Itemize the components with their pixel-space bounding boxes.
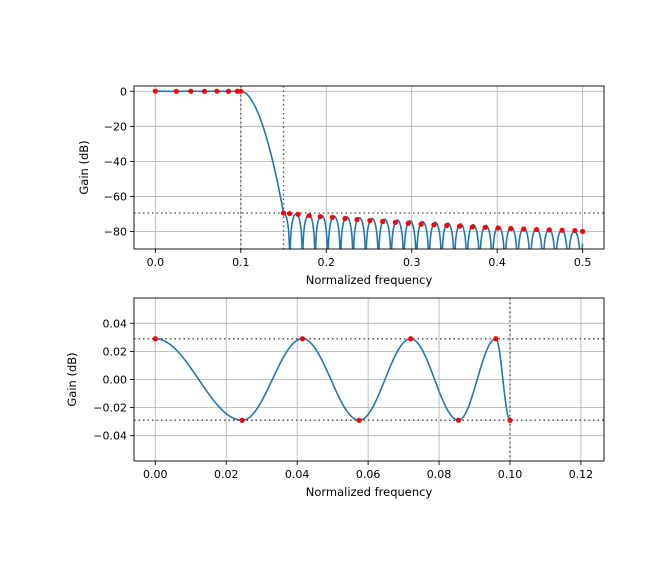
extremal-point <box>356 417 362 423</box>
grid <box>134 298 604 461</box>
extremal-point <box>408 336 414 342</box>
extremal-point <box>152 336 158 342</box>
ticks: 0.00 0.02 0.04 0.06 0.08 0.10 0.12 0.04 0.02 0.00… <box>93 317 593 481</box>
axes-frame <box>133 85 605 250</box>
series-group <box>154 337 512 424</box>
guide-lines <box>134 86 604 249</box>
extremal-point <box>188 88 194 94</box>
extremal-point <box>238 88 244 94</box>
extremal-point <box>306 213 312 219</box>
extremal-point <box>455 417 462 423</box>
x-tick-label: 0.04 <box>285 468 310 481</box>
extremal-point <box>152 88 158 94</box>
extremal-point <box>173 88 179 94</box>
y-tick-label: −40 <box>104 155 127 168</box>
x-tick-label: 0.02 <box>214 468 239 481</box>
extremal-point <box>286 210 293 217</box>
y-axis-label: Gain (dB) <box>65 352 79 406</box>
extremal-point <box>533 226 540 233</box>
extremal-point <box>317 213 323 220</box>
extremal-point <box>521 226 527 232</box>
extremal-point <box>392 219 399 225</box>
extremal-point <box>546 227 552 233</box>
y-tick-label: 0.00 <box>103 374 128 387</box>
x-tick-label: 0.2 <box>318 256 336 269</box>
extremal-point <box>299 336 306 342</box>
extremal-point <box>225 88 232 94</box>
x-tick-label: 0.10 <box>498 468 523 481</box>
extremal-point <box>482 224 488 231</box>
y-axis-label: Gain (dB) <box>77 140 91 194</box>
y-tick-label: 0.02 <box>103 345 128 358</box>
guide-lines <box>134 298 604 461</box>
y-tick-label: −0.04 <box>93 430 127 443</box>
extremal-point <box>508 225 514 232</box>
extremal-point <box>444 222 450 229</box>
extremal-point <box>367 218 373 224</box>
extremal-point <box>572 227 578 234</box>
extremal-point <box>580 228 586 235</box>
chart-passband-zoom: 0.00 0.02 0.04 0.06 0.08 0.10 0.12 0.04 0.02 0.00… <box>65 297 605 499</box>
x-tick-label: 0.0 <box>147 256 165 269</box>
extremal-point <box>239 417 245 423</box>
y-tick-label: −20 <box>104 120 127 133</box>
extremal-point <box>418 221 424 227</box>
y-tick-label: −80 <box>104 225 127 238</box>
extremal-point <box>380 218 386 225</box>
y-tick-label: 0.04 <box>103 317 128 330</box>
extremal-point <box>469 224 475 230</box>
extremal-point <box>201 88 208 94</box>
extremal-point <box>493 336 499 342</box>
extremal-point <box>354 216 360 223</box>
extremal-point <box>342 215 348 222</box>
extremal-point <box>405 220 411 226</box>
x-tick-label: 0.1 <box>232 256 250 269</box>
extremal-point <box>456 223 463 229</box>
extremal-point <box>295 211 301 217</box>
x-axis-label: Normalized frequency <box>306 485 433 499</box>
extremal-point <box>495 225 501 231</box>
extremal-point <box>329 214 335 221</box>
extremal-point <box>431 222 437 228</box>
x-tick-label: 0.00 <box>143 468 168 481</box>
series-line-gain <box>154 337 512 424</box>
extremal-point <box>507 417 513 423</box>
extremal-markers <box>152 88 586 235</box>
x-tick-label: 0.06 <box>356 468 381 481</box>
x-tick-label: 0.4 <box>488 256 506 269</box>
extremal-point <box>280 210 287 216</box>
y-tick-label: −0.02 <box>93 402 127 415</box>
x-tick-label: 0.5 <box>574 256 592 269</box>
x-tick-label: 0.3 <box>403 256 421 269</box>
y-tick-label: 0 <box>120 85 127 98</box>
chart-full-response: 0.0 0.1 0.2 0.3 0.4 0.5 0 −20 −40 −60 −80 Normalize… <box>77 85 605 287</box>
extremal-markers <box>152 336 513 423</box>
extremal-point <box>559 227 565 233</box>
x-axis-label: Normalized frequency <box>306 273 433 287</box>
y-tick-label: −60 <box>104 190 127 203</box>
x-tick-label: 0.08 <box>427 468 452 481</box>
x-tick-label: 0.12 <box>569 468 594 481</box>
extremal-point <box>214 88 220 94</box>
ticks: 0.0 0.1 0.2 0.3 0.4 0.5 0 −20 −40 −60 −80 <box>104 85 592 269</box>
